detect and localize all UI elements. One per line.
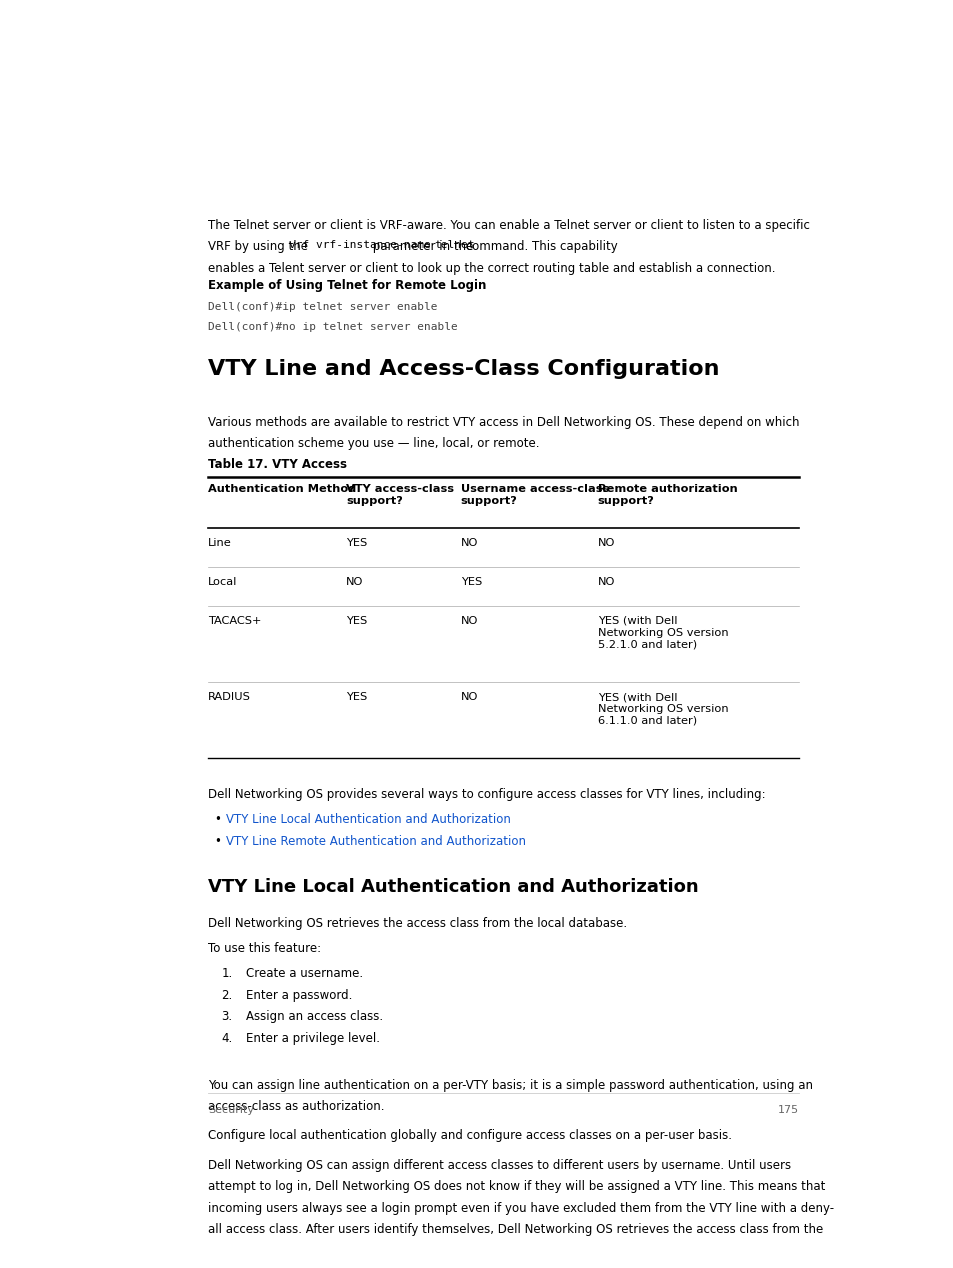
Text: Remote authorization
support?: Remote authorization support? <box>597 484 737 506</box>
Text: Local: Local <box>208 577 237 587</box>
Text: NO: NO <box>460 538 477 548</box>
Text: Configure local authentication globally and configure access classes on a per-us: Configure local authentication globally … <box>208 1130 731 1142</box>
Text: YES: YES <box>346 538 367 548</box>
Text: YES: YES <box>346 692 367 702</box>
Text: You can assign line authentication on a per-VTY basis; it is a simple password a: You can assign line authentication on a … <box>208 1079 812 1092</box>
Text: enables a Telent server or client to look up the correct routing table and estab: enables a Telent server or client to loo… <box>208 261 775 274</box>
Text: Line: Line <box>208 538 232 548</box>
Text: •: • <box>213 813 220 827</box>
Text: VTY Line Local Authentication and Authorization: VTY Line Local Authentication and Author… <box>226 813 511 827</box>
Text: VTY Line Local Authentication and Authorization: VTY Line Local Authentication and Author… <box>208 877 698 895</box>
Text: VTY access-class
support?: VTY access-class support? <box>346 484 454 506</box>
Text: 1.: 1. <box>221 967 233 980</box>
Text: YES: YES <box>346 616 367 626</box>
Text: VTY Line Remote Authentication and Authorization: VTY Line Remote Authentication and Autho… <box>226 834 526 847</box>
Text: authentication scheme you use — line, local, or remote.: authentication scheme you use — line, lo… <box>208 437 538 450</box>
Text: YES: YES <box>460 577 481 587</box>
Text: NO: NO <box>460 692 477 702</box>
Text: Dell(conf)#no ip telnet server enable: Dell(conf)#no ip telnet server enable <box>208 322 457 332</box>
Text: Assign an access class.: Assign an access class. <box>246 1011 383 1023</box>
Text: NO: NO <box>346 577 363 587</box>
Text: vrf vrf-instance-name: vrf vrf-instance-name <box>289 240 430 250</box>
Text: Dell Networking OS can assign different access classes to different users by use: Dell Networking OS can assign different … <box>208 1159 790 1172</box>
Text: Authentication Method: Authentication Method <box>208 484 355 495</box>
Text: NO: NO <box>597 577 615 587</box>
Text: To use this feature:: To use this feature: <box>208 942 321 955</box>
Text: RADIUS: RADIUS <box>208 692 251 702</box>
Text: Username access-class
support?: Username access-class support? <box>460 484 608 506</box>
Text: YES (with Dell
Networking OS version
5.2.1.0 and later): YES (with Dell Networking OS version 5.2… <box>597 616 727 649</box>
Text: 2.: 2. <box>221 989 233 1002</box>
Text: Dell(conf)#ip telnet server enable: Dell(conf)#ip telnet server enable <box>208 302 437 312</box>
Text: Various methods are available to restrict VTY access in Dell Networking OS. Thes: Various methods are available to restric… <box>208 416 799 429</box>
Text: YES (with Dell
Networking OS version
6.1.1.0 and later): YES (with Dell Networking OS version 6.1… <box>597 692 727 725</box>
Text: 175: 175 <box>778 1106 799 1115</box>
Text: parameter in the: parameter in the <box>369 240 476 254</box>
Text: VTY Line and Access-Class Configuration: VTY Line and Access-Class Configuration <box>208 359 719 379</box>
Text: incoming users always see a login prompt even if you have excluded them from the: incoming users always see a login prompt… <box>208 1202 833 1215</box>
Text: Dell Networking OS retrieves the access class from the local database.: Dell Networking OS retrieves the access … <box>208 917 626 929</box>
Text: VRF by using the: VRF by using the <box>208 240 315 254</box>
Text: Table 17. VTY Access: Table 17. VTY Access <box>208 458 347 470</box>
Text: Dell Networking OS provides several ways to configure access classes for VTY lin: Dell Networking OS provides several ways… <box>208 787 765 801</box>
Text: TACACS+: TACACS+ <box>208 616 261 626</box>
Text: attempt to log in, Dell Networking OS does not know if they will be assigned a V: attempt to log in, Dell Networking OS do… <box>208 1181 824 1193</box>
Text: Create a username.: Create a username. <box>246 967 363 980</box>
Text: Example of Using Telnet for Remote Login: Example of Using Telnet for Remote Login <box>208 279 486 292</box>
Text: command. This capability: command. This capability <box>461 240 617 254</box>
Text: Enter a password.: Enter a password. <box>246 989 353 1002</box>
Text: 4.: 4. <box>221 1032 233 1045</box>
Text: Security: Security <box>208 1106 253 1115</box>
Text: access-class as authorization.: access-class as authorization. <box>208 1101 384 1113</box>
Text: NO: NO <box>597 538 615 548</box>
Text: Enter a privilege level.: Enter a privilege level. <box>246 1032 380 1045</box>
Text: •: • <box>213 834 220 847</box>
Text: all access class. After users identify themselves, Dell Networking OS retrieves : all access class. After users identify t… <box>208 1224 822 1236</box>
Text: 3.: 3. <box>221 1011 233 1023</box>
Text: NO: NO <box>460 616 477 626</box>
Text: telnet: telnet <box>435 240 475 250</box>
Text: The Telnet server or client is VRF-aware. You can enable a Telnet server or clie: The Telnet server or client is VRF-aware… <box>208 218 809 232</box>
